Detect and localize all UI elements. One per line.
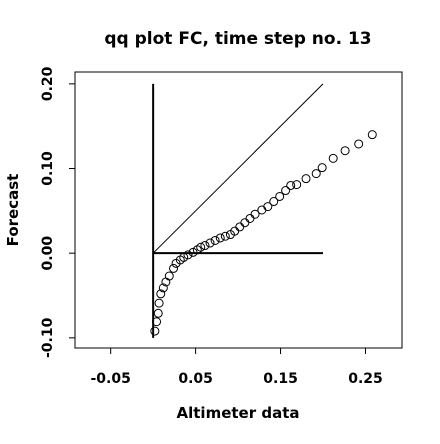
point (210, 235, 220, 245)
point (183, 250, 193, 260)
x-tick-label: 0.25 (348, 371, 383, 387)
point (150, 326, 160, 336)
point (205, 238, 215, 248)
point (275, 191, 285, 201)
x-tick-label: 0.05 (178, 371, 213, 387)
point (340, 146, 350, 156)
y-tick-label: 0.00 (40, 236, 56, 271)
point (245, 213, 255, 223)
point (200, 241, 210, 251)
point (281, 186, 291, 196)
point (156, 289, 166, 299)
point (240, 218, 250, 228)
point (235, 222, 245, 232)
point (250, 209, 260, 219)
x-tick-label: 0.15 (263, 371, 298, 387)
point (154, 298, 164, 308)
point (158, 283, 168, 293)
x-tick-label: -0.05 (90, 371, 130, 387)
point (153, 308, 163, 318)
y-axis-label: Forecast (4, 174, 22, 247)
point (367, 130, 377, 140)
reference-line (152, 83, 324, 254)
point (311, 169, 321, 179)
point (263, 202, 273, 212)
y-tick-label: 0.10 (40, 151, 56, 186)
y-tick-label: 0.20 (40, 66, 56, 101)
chart-title: qq plot FC, time step no. 13 (104, 29, 371, 49)
x-axis-label: Altimeter data (177, 404, 300, 422)
point (269, 197, 279, 207)
point (215, 233, 225, 243)
point (220, 231, 230, 241)
point (196, 242, 206, 252)
point (152, 317, 162, 327)
point (286, 180, 296, 190)
point (164, 271, 174, 281)
plot-frame (74, 71, 403, 349)
point (292, 180, 302, 190)
point (301, 174, 311, 184)
point (169, 263, 179, 273)
point (328, 153, 338, 163)
point (354, 139, 364, 149)
y-tick-label: -0.10 (40, 317, 56, 358)
point (257, 205, 267, 215)
point (317, 163, 327, 173)
